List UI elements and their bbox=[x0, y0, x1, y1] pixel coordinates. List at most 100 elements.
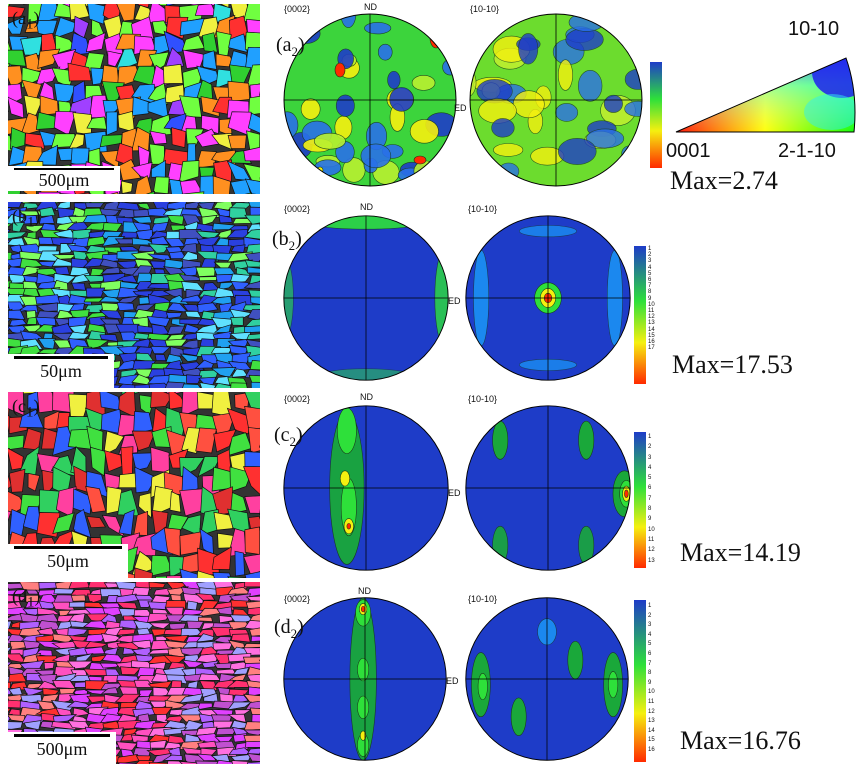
max-c: Max=14.19 bbox=[680, 538, 801, 567]
colorbar-tick: 15 bbox=[648, 332, 655, 339]
grain bbox=[37, 260, 56, 268]
colorbar-tick: 6 bbox=[648, 485, 652, 492]
grain bbox=[8, 589, 28, 596]
grain bbox=[244, 700, 260, 711]
grain bbox=[250, 296, 260, 305]
grain bbox=[215, 668, 237, 675]
grain bbox=[182, 719, 204, 731]
grain bbox=[250, 381, 260, 388]
grain bbox=[186, 620, 205, 631]
grain bbox=[214, 382, 233, 388]
grain bbox=[53, 16, 76, 40]
grain bbox=[120, 180, 133, 194]
grain bbox=[227, 713, 247, 723]
grain bbox=[8, 5, 26, 18]
grain bbox=[243, 281, 260, 290]
grain bbox=[244, 318, 260, 328]
grain bbox=[230, 316, 244, 326]
grain bbox=[8, 510, 12, 522]
grain bbox=[67, 62, 92, 82]
grain bbox=[117, 489, 140, 517]
colorbar-tick: 2 bbox=[648, 252, 652, 259]
ebsd-map-d1: 500μm (d1) bbox=[8, 582, 260, 764]
grain bbox=[247, 686, 260, 697]
grain bbox=[230, 179, 251, 194]
grain bbox=[226, 407, 252, 435]
grain bbox=[244, 619, 260, 631]
grain bbox=[137, 4, 150, 8]
colorbar-ticks-d: 1 2 3 4 5 6 7 8 9 10 11 12 13 14 15 16 bbox=[648, 602, 655, 756]
grain bbox=[52, 512, 75, 535]
grain bbox=[194, 593, 216, 601]
nd-label-c: ND bbox=[360, 392, 373, 402]
grain bbox=[147, 243, 171, 254]
pf-label-d-0002: {0002} bbox=[284, 594, 311, 604]
grain bbox=[85, 633, 108, 643]
colorbar-tick: 13 bbox=[648, 718, 655, 725]
grain bbox=[243, 734, 260, 743]
grain bbox=[248, 95, 260, 116]
grain bbox=[85, 202, 105, 208]
grain bbox=[196, 570, 219, 578]
colorbar-tick: 1 bbox=[648, 246, 652, 252]
colorbar-c bbox=[634, 432, 646, 568]
pf-contour bbox=[360, 143, 392, 169]
pole-figure-b-0002 bbox=[283, 215, 449, 381]
grain bbox=[178, 160, 200, 183]
grain bbox=[147, 680, 173, 689]
ebsd-map-c1: 50μm (c1) bbox=[8, 392, 260, 578]
colorbar-b bbox=[634, 246, 646, 384]
panel-label-a1: (a1) bbox=[12, 8, 40, 33]
grain bbox=[83, 274, 106, 283]
grain bbox=[227, 701, 253, 711]
grain bbox=[35, 111, 56, 130]
colorbar-tick: 13 bbox=[648, 557, 655, 564]
grain bbox=[118, 383, 141, 388]
grain bbox=[244, 325, 260, 334]
pf-label-a-10-10: {10-10} bbox=[470, 4, 500, 14]
grain bbox=[212, 175, 231, 194]
pf-contour bbox=[555, 103, 579, 122]
grain bbox=[67, 133, 85, 153]
colorbar-tick: 5 bbox=[648, 641, 652, 648]
grain bbox=[201, 32, 218, 53]
grain bbox=[18, 215, 38, 225]
grain bbox=[244, 582, 260, 588]
pf-contour bbox=[624, 489, 629, 498]
colorbar-tick: 1 bbox=[648, 603, 652, 609]
grain bbox=[201, 214, 218, 226]
grain bbox=[218, 214, 233, 224]
colorbar-tick: 11 bbox=[648, 308, 655, 315]
colorbar-tick: 7 bbox=[648, 495, 652, 502]
grain bbox=[194, 760, 221, 764]
grain bbox=[20, 36, 43, 56]
grain bbox=[115, 741, 138, 751]
grain bbox=[244, 252, 260, 263]
grain bbox=[258, 659, 260, 662]
colorbar-tick: 6 bbox=[648, 650, 652, 657]
grain bbox=[178, 714, 206, 723]
grain bbox=[102, 222, 123, 232]
grain bbox=[247, 308, 260, 321]
grain bbox=[211, 132, 234, 151]
colorbar-tick: 2 bbox=[648, 444, 652, 451]
grain bbox=[8, 318, 12, 322]
row-d: 500μm (d1) {0002} ND ED (d2) {10-10} bbox=[0, 580, 866, 765]
grain bbox=[148, 382, 170, 388]
grain bbox=[148, 582, 166, 588]
panel-label-d1: (d1) bbox=[12, 586, 41, 611]
colorbar-tick: 12 bbox=[648, 314, 655, 321]
grain bbox=[235, 267, 252, 277]
grain bbox=[68, 693, 91, 704]
grain bbox=[153, 587, 172, 596]
grain bbox=[201, 660, 220, 669]
grain bbox=[243, 729, 260, 736]
grain bbox=[163, 63, 184, 84]
grain bbox=[116, 762, 137, 764]
pf-contour bbox=[476, 156, 492, 178]
colorbar-tick: 8 bbox=[648, 506, 652, 513]
grain bbox=[20, 112, 40, 137]
pf-contour bbox=[357, 695, 370, 719]
grain bbox=[150, 392, 174, 408]
grain bbox=[138, 492, 152, 519]
